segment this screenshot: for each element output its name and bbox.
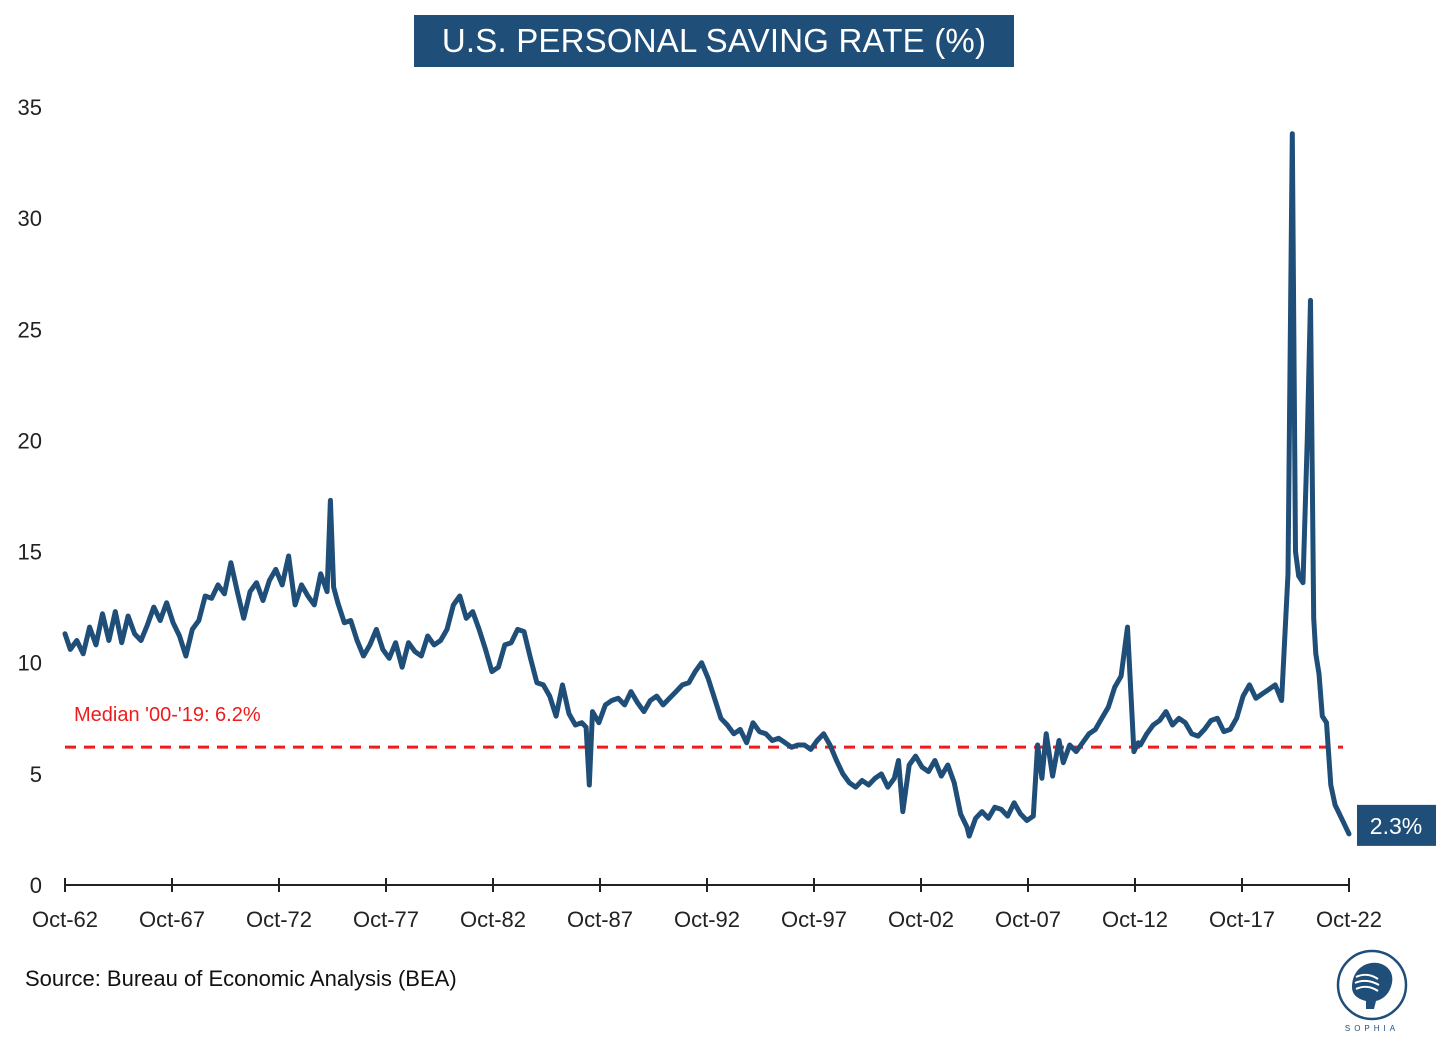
x-axis: Oct-62 Oct-67 Oct-72 Oct-77 Oct-82 Oct-87 Oct-… (32, 878, 1382, 932)
series-group (62, 131, 1352, 839)
logo-hair (1354, 973, 1380, 992)
x-tick-label: Oct-12 (1102, 907, 1168, 932)
end-value-callout: 2.3% (1357, 804, 1436, 846)
sophia-logo: SOPHIA (1336, 949, 1408, 1033)
y-tick-label: 35 (18, 95, 42, 120)
median-label: Median '00-'19: 6.2% (74, 704, 261, 726)
y-tick-label: 15 (18, 540, 42, 565)
x-tick-label: Oct-82 (460, 907, 526, 932)
source-note: Source: Bureau of Economic Analysis (BEA… (25, 966, 457, 991)
chart-title: U.S. PERSONAL SAVING RATE (%) (414, 15, 1014, 67)
x-tick-label: Oct-92 (674, 907, 740, 932)
x-tick-label: Oct-97 (781, 907, 847, 932)
y-axis: 0 5 10 15 20 25 30 35 (18, 95, 42, 898)
x-tick-label: Oct-02 (888, 907, 954, 932)
x-tick-label: Oct-77 (353, 907, 419, 932)
end-value-box (1357, 804, 1436, 846)
x-tick-label: Oct-62 (32, 907, 98, 932)
logo-wordmark: SOPHIA (1345, 1024, 1399, 1033)
reference-lines: Median '00-'19: 6.2% (65, 704, 1343, 749)
x-tick-label: Oct-72 (246, 907, 312, 932)
x-tick-label: Oct-67 (139, 907, 205, 932)
y-tick-label: 5 (30, 762, 42, 787)
y-tick-label: 20 (18, 428, 42, 453)
end-value-label: 2.3% (1370, 813, 1422, 839)
x-tick-label: Oct-87 (567, 907, 633, 932)
y-tick-label: 30 (18, 206, 42, 231)
x-tick-label: Oct-22 (1316, 907, 1382, 932)
y-tick-label: 0 (30, 873, 42, 898)
x-tick-label: Oct-07 (995, 907, 1061, 932)
y-tick-label: 25 (18, 317, 42, 342)
x-tick-label: Oct-17 (1209, 907, 1275, 932)
saving-rate-line (62, 131, 1352, 839)
y-tick-label: 10 (18, 651, 42, 676)
